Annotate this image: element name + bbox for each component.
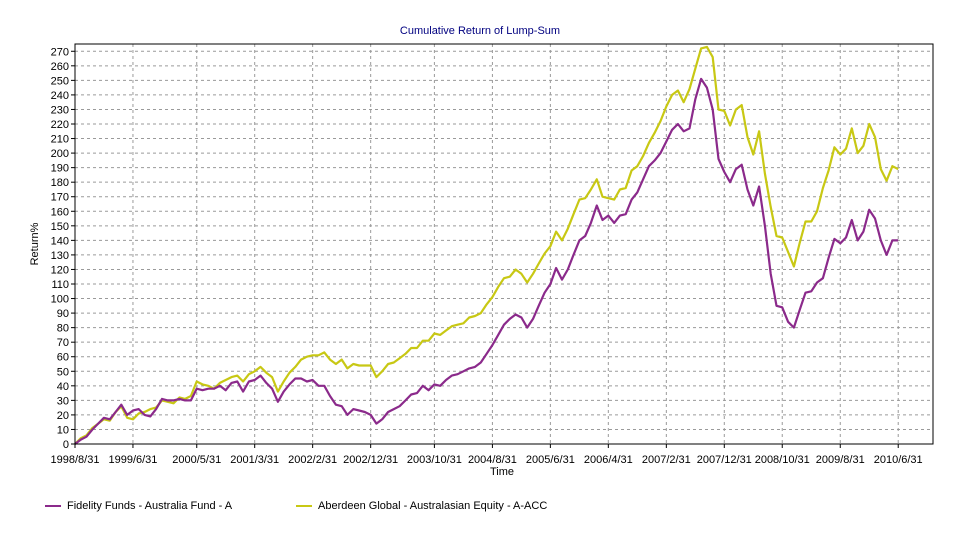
series-line-aberdeen xyxy=(74,45,899,445)
y-tick-label: 230 xyxy=(51,104,69,116)
legend-item-fidelity: Fidelity Funds - Australia Fund - A xyxy=(45,500,232,512)
x-tick-label: 2001/3/31 xyxy=(230,454,279,466)
y-tick-label: 100 xyxy=(51,294,69,306)
grid-lines xyxy=(75,44,933,444)
x-tick-label: 2006/4/31 xyxy=(584,454,633,466)
legend-item-aberdeen: Aberdeen Global - Australasian Equity - … xyxy=(296,500,547,512)
y-tick-label: 110 xyxy=(51,279,69,291)
x-axis-label: Time xyxy=(490,466,514,478)
y-tick-label: 0 xyxy=(63,439,69,451)
x-tick-label: 2000/5/31 xyxy=(172,454,221,466)
plot-frame xyxy=(74,43,934,445)
y-tick-label: 240 xyxy=(51,90,69,102)
series-line-fidelity xyxy=(74,77,899,445)
legend-swatch-aberdeen xyxy=(296,505,312,507)
legend-label-fidelity: Fidelity Funds - Australia Fund - A xyxy=(67,500,233,512)
y-tick-label: 20 xyxy=(57,410,69,422)
y-tick-label: 260 xyxy=(51,61,69,73)
y-tick-label: 200 xyxy=(51,148,69,160)
y-tick-label: 150 xyxy=(51,221,69,233)
y-tick-label: 270 xyxy=(51,46,69,58)
x-tick-label: 2004/8/31 xyxy=(468,454,517,466)
chart-title: Cumulative Return of Lump-Sum xyxy=(400,25,560,37)
y-tick-label: 130 xyxy=(51,250,69,262)
y-tick-label: 80 xyxy=(57,323,69,335)
y-tick-label: 40 xyxy=(57,381,69,393)
y-tick-label: 160 xyxy=(51,206,69,218)
x-tick-label: 2009/8/31 xyxy=(816,454,865,466)
y-tick-label: 30 xyxy=(57,395,69,407)
y-tick-label: 190 xyxy=(51,163,69,175)
y-tick-label: 70 xyxy=(57,337,69,349)
y-axis-ticks: 0 10 20 30 40 50 60 70 80 90 100 110 120 130 140 150 160… xyxy=(51,46,75,451)
legend-label-aberdeen: Aberdeen Global - Australasian Equity - … xyxy=(318,500,548,512)
x-tick-label: 2007/2/31 xyxy=(642,454,691,466)
y-tick-label: 10 xyxy=(57,424,69,436)
x-tick-label: 1999/6/31 xyxy=(108,454,157,466)
y-tick-label: 180 xyxy=(51,177,69,189)
y-axis-label: Return% xyxy=(29,222,41,265)
legend-swatch-fidelity xyxy=(45,505,61,507)
x-tick-label: 2008/10/31 xyxy=(755,454,810,466)
x-tick-label: 2002/2/31 xyxy=(288,454,337,466)
x-tick-label: 2007/12/31 xyxy=(697,454,752,466)
y-tick-label: 210 xyxy=(51,134,69,146)
series-lines xyxy=(74,45,899,445)
y-tick-label: 120 xyxy=(51,264,69,276)
y-tick-label: 90 xyxy=(57,308,69,320)
y-tick-label: 250 xyxy=(51,75,69,87)
x-axis-ticks: 1998/8/31 1999/6/31 2000/5/31 2001/3/31 2002… xyxy=(51,444,923,466)
x-tick-label: 2005/6/31 xyxy=(526,454,575,466)
y-tick-label: 60 xyxy=(57,352,69,364)
y-tick-label: 170 xyxy=(51,192,69,204)
y-tick-label: 50 xyxy=(57,366,69,378)
x-tick-label: 2003/10/31 xyxy=(407,454,462,466)
x-tick-label: 1998/8/31 xyxy=(51,454,100,466)
y-tick-label: 140 xyxy=(51,235,69,247)
y-tick-label: 220 xyxy=(51,119,69,131)
x-tick-label: 2002/12/31 xyxy=(343,454,398,466)
x-tick-label: 2010/6/31 xyxy=(874,454,923,466)
